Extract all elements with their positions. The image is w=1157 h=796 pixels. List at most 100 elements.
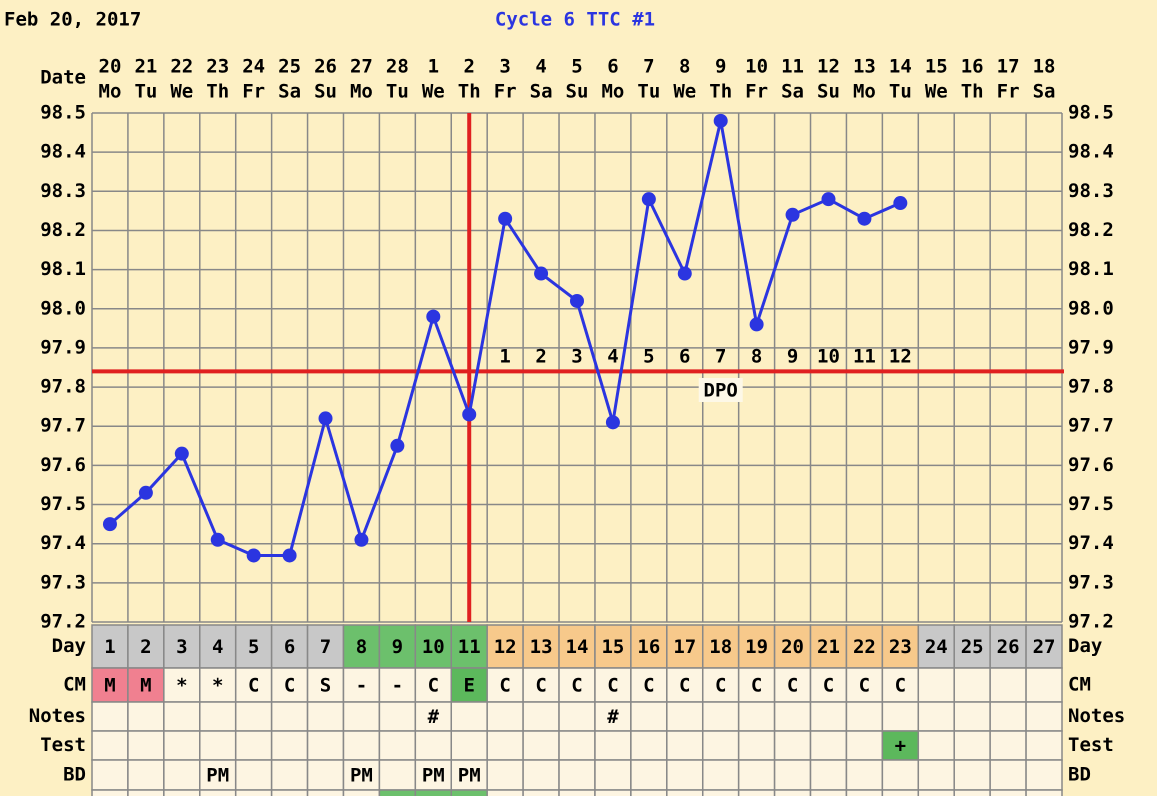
day-text: 22 xyxy=(853,636,876,658)
date-label: 20 xyxy=(99,56,122,78)
dpo-label: 11 xyxy=(853,346,876,368)
weekday-label: We xyxy=(422,81,445,103)
weekday-label: Sa xyxy=(1033,81,1056,103)
cm-cell xyxy=(91,667,129,703)
date-label: 2 xyxy=(463,56,474,78)
test-cell xyxy=(773,730,812,761)
bd-cell xyxy=(845,759,884,791)
test-cell xyxy=(701,730,740,761)
bd-cell xyxy=(270,759,309,791)
day-text: 27 xyxy=(1033,636,1056,658)
temperature-point xyxy=(677,266,692,281)
extra-cell xyxy=(270,789,309,796)
extra-cell xyxy=(558,789,596,796)
notes-cell xyxy=(270,701,309,732)
row-label: Day xyxy=(52,635,86,657)
cm-text: * xyxy=(212,675,223,697)
extra-cell xyxy=(630,789,668,796)
weekday-label: Su xyxy=(817,81,840,103)
date-label: 16 xyxy=(961,56,984,78)
y-tick-label: 97.8 xyxy=(1068,376,1114,398)
extra-cell xyxy=(234,789,273,796)
notes-cell xyxy=(414,701,453,732)
extra-cell xyxy=(1025,789,1063,796)
cm-cell xyxy=(917,667,955,703)
dpo-label: 5 xyxy=(643,346,654,368)
day-text: 6 xyxy=(284,636,295,658)
row-label: Test xyxy=(40,734,86,756)
bd-cell xyxy=(234,759,273,791)
weekday-label: Sa xyxy=(530,81,553,103)
dpo-text: DPO xyxy=(704,380,738,402)
test-cell xyxy=(414,730,453,761)
dpo-label: 10 xyxy=(817,346,840,368)
test-cell xyxy=(163,730,201,761)
cm-text: C xyxy=(499,675,510,697)
extra-cell xyxy=(414,789,453,796)
bd-text: PM xyxy=(422,765,445,787)
cm-text: M xyxy=(104,675,115,697)
date-label: 15 xyxy=(925,56,948,78)
cm-text: M xyxy=(140,675,151,697)
bd-cell xyxy=(306,759,345,791)
cm-cell xyxy=(414,667,453,703)
temperature-point xyxy=(210,532,225,547)
y-tick-label: 98.1 xyxy=(40,258,86,280)
extra-cell xyxy=(163,789,201,796)
extra-cell xyxy=(845,789,884,796)
row-label: CM xyxy=(1068,674,1091,696)
row-label: Test xyxy=(1068,734,1114,756)
temperature-point xyxy=(605,415,620,430)
temperature-point xyxy=(893,196,908,211)
test-cell xyxy=(378,730,417,761)
cm-text: - xyxy=(392,675,403,697)
notes-cell xyxy=(809,701,848,732)
test-cell xyxy=(450,730,488,761)
cm-text: C xyxy=(607,675,618,697)
notes-cell xyxy=(234,701,273,732)
bd-text: PM xyxy=(458,765,481,787)
cm-cell xyxy=(270,667,309,703)
temperature-point xyxy=(570,293,584,308)
y-tick-label: 97.9 xyxy=(1068,336,1114,358)
day-text: 16 xyxy=(637,636,660,658)
y-tick-label: 97.2 xyxy=(40,611,86,633)
dpo-label: 12 xyxy=(889,346,912,368)
row-label: BD xyxy=(63,764,86,786)
day-text: 12 xyxy=(494,636,517,658)
test-cell xyxy=(342,730,381,761)
weekday-label: Fr xyxy=(494,81,517,103)
y-tick-label: 98.0 xyxy=(1068,297,1114,319)
bd-cell xyxy=(91,759,129,791)
cm-text: S xyxy=(320,675,331,697)
day-cell xyxy=(701,624,740,669)
chart-date: Feb 20, 2017 xyxy=(4,9,141,31)
extra-cell xyxy=(666,789,704,796)
day-text: 10 xyxy=(422,636,445,658)
extra-cell xyxy=(199,789,237,796)
day-text: 21 xyxy=(817,636,840,658)
temperature-point xyxy=(318,411,333,426)
bd-cell xyxy=(666,759,704,791)
notes-cell xyxy=(558,701,596,732)
dpo-label: 8 xyxy=(751,346,762,368)
cm-cell xyxy=(1025,667,1063,703)
cm-cell xyxy=(630,667,668,703)
temperature-point xyxy=(785,207,800,222)
extra-cell xyxy=(127,789,165,796)
notes-cell xyxy=(737,701,776,732)
bd-cell xyxy=(953,759,991,791)
date-label: 18 xyxy=(1033,56,1056,78)
weekday-label: Sa xyxy=(781,81,804,103)
temperature-point xyxy=(390,438,405,453)
y-tick-label: 98.3 xyxy=(40,180,86,202)
test-text: + xyxy=(895,735,906,757)
weekday-label: We xyxy=(925,81,948,103)
date-label: 13 xyxy=(853,56,876,78)
weekday-label: Su xyxy=(314,81,337,103)
bd-cell xyxy=(378,759,417,791)
notes-cell xyxy=(342,701,381,732)
cm-text: C xyxy=(248,675,259,697)
day-text: 15 xyxy=(601,636,624,658)
cm-text: C xyxy=(643,675,654,697)
